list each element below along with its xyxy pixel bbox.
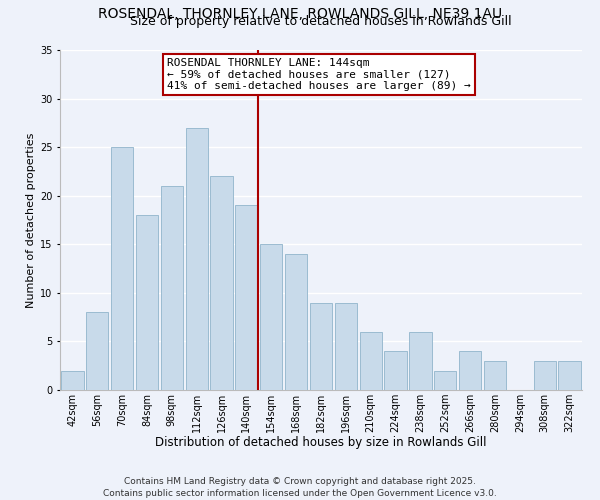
Title: Size of property relative to detached houses in Rowlands Gill: Size of property relative to detached ho… [130, 15, 512, 28]
Bar [310, 302, 332, 390]
Bar [459, 351, 481, 390]
Y-axis label: Number of detached properties: Number of detached properties [26, 132, 35, 308]
Bar [136, 215, 158, 390]
Bar [61, 370, 83, 390]
Text: ROSENDAL THORNLEY LANE: 144sqm
← 59% of detached houses are smaller (127)
41% of: ROSENDAL THORNLEY LANE: 144sqm ← 59% of … [167, 58, 470, 91]
Text: Contains HM Land Registry data © Crown copyright and database right 2025.
Contai: Contains HM Land Registry data © Crown c… [103, 476, 497, 498]
Text: ROSENDAL, THORNLEY LANE, ROWLANDS GILL, NE39 1AU: ROSENDAL, THORNLEY LANE, ROWLANDS GILL, … [98, 8, 502, 22]
Bar [260, 244, 283, 390]
Bar [235, 206, 257, 390]
Bar [409, 332, 431, 390]
Bar [559, 361, 581, 390]
Bar [111, 147, 133, 390]
Bar [185, 128, 208, 390]
Bar [335, 302, 357, 390]
X-axis label: Distribution of detached houses by size in Rowlands Gill: Distribution of detached houses by size … [155, 436, 487, 450]
Bar [359, 332, 382, 390]
Bar [484, 361, 506, 390]
Bar [533, 361, 556, 390]
Bar [86, 312, 109, 390]
Bar [211, 176, 233, 390]
Bar [161, 186, 183, 390]
Bar [434, 370, 457, 390]
Bar [385, 351, 407, 390]
Bar [285, 254, 307, 390]
